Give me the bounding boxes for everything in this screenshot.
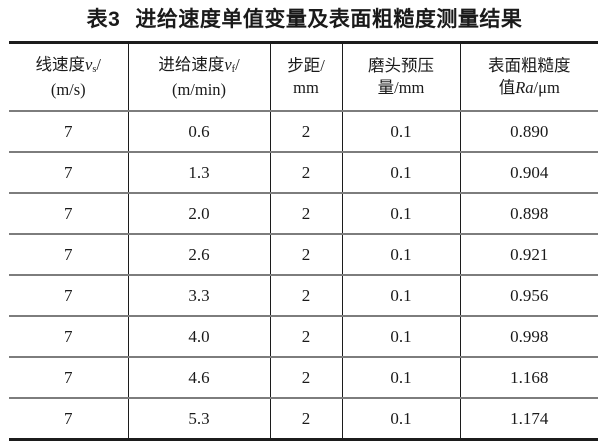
cell-preload: 0.1 (342, 275, 461, 317)
cell-preload: 0.1 (342, 193, 461, 235)
col-header-roughness: 表面粗糙度 值Ra/μm (460, 42, 599, 112)
table-row: 7 2.6 2 0.1 0.921 (9, 234, 598, 276)
cell-feed-speed: 2.0 (128, 193, 271, 235)
header-line2: (m/min) (171, 79, 227, 99)
cell-roughness: 0.998 (460, 316, 598, 358)
table-caption: 表3 进给速度单值变量及表面粗糙度测量结果 (0, 0, 609, 41)
table-row: 7 4.6 2 0.1 1.168 (9, 357, 598, 399)
header-line1: 表面粗糙度 (488, 56, 571, 75)
header-line2: 值Ra/μm (461, 77, 599, 99)
cell-step-distance: 2 (270, 234, 343, 276)
cell-linear-speed: 7 (9, 357, 129, 399)
cell-step-distance: 2 (270, 275, 343, 317)
header-unit: /μm (533, 78, 560, 97)
cell-linear-speed: 7 (9, 316, 129, 358)
table-caption-number: 表3 (86, 8, 121, 31)
cell-preload: 0.1 (342, 357, 461, 399)
cell-feed-speed: 4.0 (128, 316, 271, 358)
cell-roughness: 0.956 (460, 275, 598, 317)
cell-linear-speed: 7 (9, 193, 129, 235)
header-variable: v (85, 54, 93, 74)
table-row: 7 4.0 2 0.1 0.998 (9, 316, 598, 358)
header-subscript: f (231, 64, 236, 76)
header-subscript: s (92, 64, 97, 76)
measurement-table-container: 线速度vs/ (m/s) 进给速度vf/ (m/min) 步距/ mm 磨头预压… (9, 41, 598, 441)
cell-preload: 0.1 (342, 316, 461, 358)
table-row: 7 2.0 2 0.1 0.898 (9, 193, 598, 235)
cell-linear-speed: 7 (9, 275, 129, 317)
header-text: 进给速度 (158, 54, 225, 74)
cell-preload: 0.1 (342, 234, 461, 276)
cell-roughness: 0.890 (460, 111, 598, 153)
header-variable: Ra (515, 78, 534, 97)
col-header-preload: 磨头预压 量/mm (342, 42, 461, 112)
table-row: 7 0.6 2 0.1 0.890 (9, 111, 598, 153)
header-line2: 量/mm (377, 78, 425, 97)
cell-step-distance: 2 (270, 152, 343, 194)
header-slash: / (235, 54, 240, 74)
cell-step-distance: 2 (270, 316, 343, 358)
cell-linear-speed: 7 (9, 111, 129, 153)
cell-preload: 0.1 (342, 152, 461, 194)
cell-step-distance: 2 (270, 111, 343, 153)
cell-step-distance: 2 (270, 193, 343, 235)
header-line2: (m/s) (50, 79, 86, 99)
col-header-linear-speed: 线速度vs/ (m/s) (9, 42, 129, 112)
cell-feed-speed: 4.6 (128, 357, 271, 399)
cell-roughness: 0.921 (460, 234, 598, 276)
header-slash: / (96, 54, 101, 74)
cell-linear-speed: 7 (9, 152, 129, 194)
table-caption-title: 进给速度单值变量及表面粗糙度测量结果 (135, 8, 523, 31)
cell-feed-speed: 2.6 (128, 234, 271, 276)
cell-roughness: 1.174 (460, 398, 598, 441)
header-line1: 步距/ (287, 56, 325, 75)
header-text: 值 (498, 78, 516, 97)
cell-roughness: 0.898 (460, 193, 598, 235)
cell-roughness: 1.168 (460, 357, 598, 399)
cell-step-distance: 2 (270, 398, 343, 441)
header-line1: 线速度vs/ (9, 54, 127, 79)
cell-linear-speed: 7 (9, 234, 129, 276)
cell-preload: 0.1 (342, 398, 461, 441)
header-row: 线速度vs/ (m/s) 进给速度vf/ (m/min) 步距/ mm 磨头预压… (9, 42, 599, 112)
cell-step-distance: 2 (270, 357, 343, 399)
measurement-table: 线速度vs/ (m/s) 进给速度vf/ (m/min) 步距/ mm 磨头预压… (9, 41, 598, 441)
table-row: 7 5.3 2 0.1 1.174 (9, 398, 598, 441)
header-variable: v (224, 54, 232, 74)
header-line1: 进给速度vf/ (129, 54, 270, 79)
col-header-step-distance: 步距/ mm (270, 42, 343, 112)
header-text: 线速度 (35, 54, 86, 74)
cell-feed-speed: 3.3 (128, 275, 271, 317)
cell-feed-speed: 0.6 (128, 111, 271, 153)
header-line2: mm (293, 78, 319, 97)
table-row: 7 1.3 2 0.1 0.904 (9, 152, 598, 194)
cell-feed-speed: 5.3 (128, 398, 271, 441)
table-row: 7 3.3 2 0.1 0.956 (9, 275, 598, 317)
header-line1: 磨头预压 (368, 56, 434, 75)
cell-preload: 0.1 (342, 111, 461, 153)
col-header-feed-speed: 进给速度vf/ (m/min) (128, 42, 271, 112)
cell-linear-speed: 7 (9, 398, 129, 441)
cell-roughness: 0.904 (460, 152, 598, 194)
cell-feed-speed: 1.3 (128, 152, 271, 194)
